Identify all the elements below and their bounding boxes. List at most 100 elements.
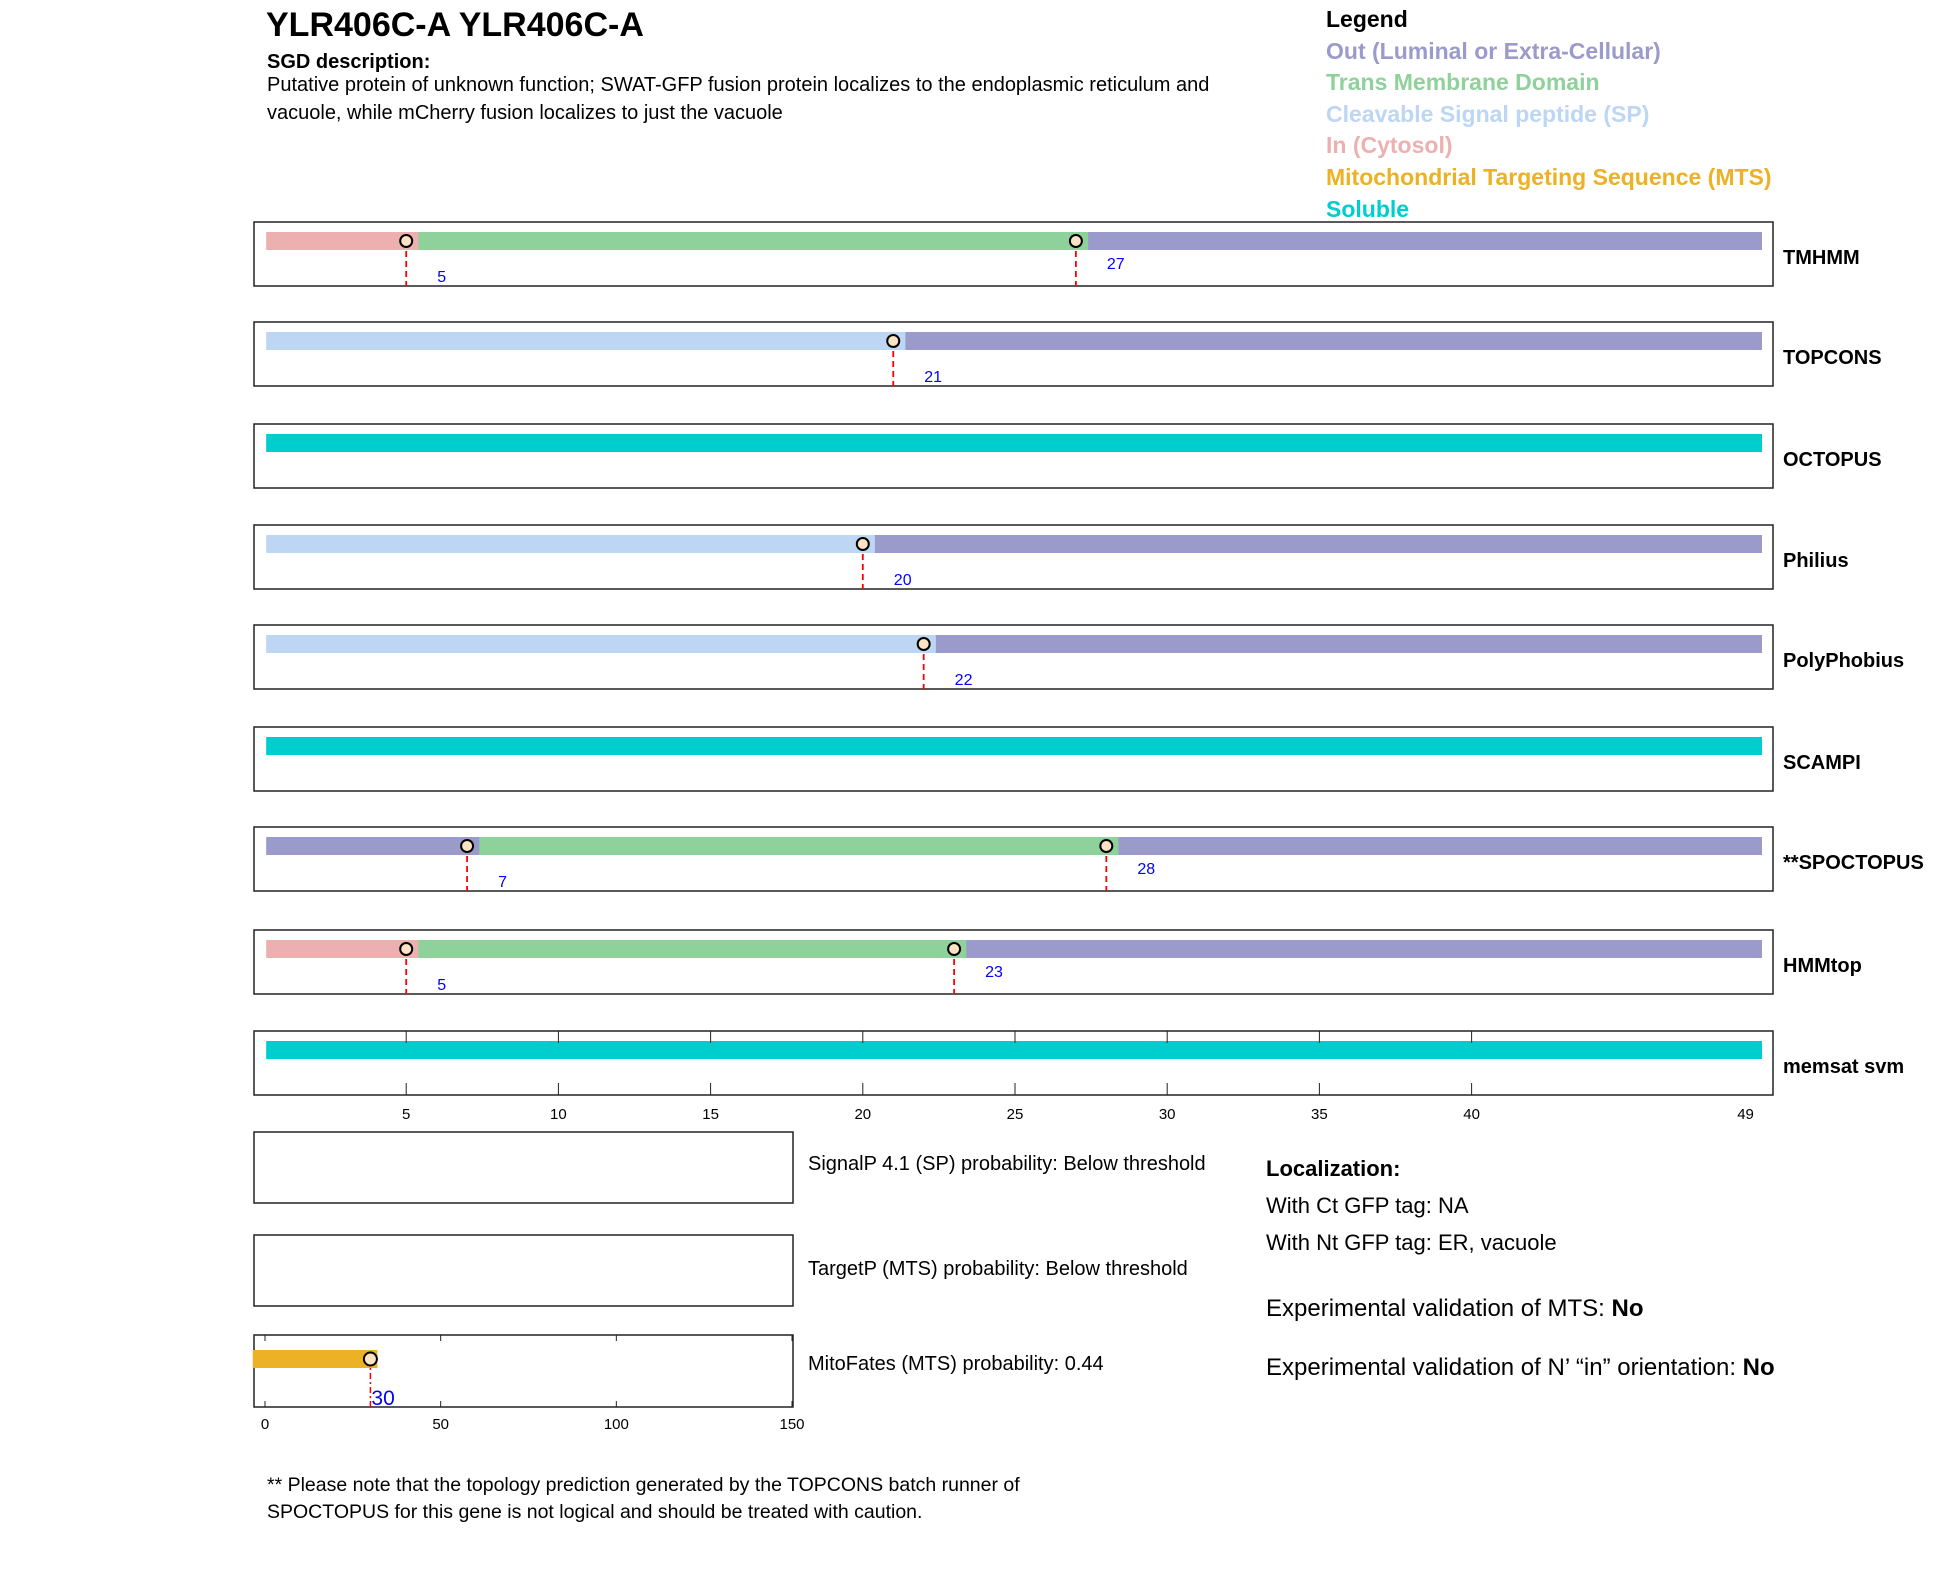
footnote-line1: ** Please note that the topology predict… [267,1474,1020,1496]
track-box [253,1030,1774,1096]
axis-tick-label: 20 [854,1106,871,1123]
segment-sp [266,535,880,553]
legend-item-sp: Cleavable Signal peptide (SP) [1326,100,1650,127]
track-name: SCAMPI [1783,752,1861,774]
track-box [253,321,1774,387]
segment-soluble [266,434,1762,452]
boundary-marker [947,942,962,956]
segment-out [874,535,1762,553]
boundary-label: 5 [437,977,446,994]
segment-tm [479,837,1124,855]
boundary-marker [916,637,931,651]
mito-axis-label: 150 [779,1416,804,1433]
track-name: TOPCONS [1783,347,1882,369]
axis-tick-label: 10 [550,1106,567,1123]
boundary-marker [399,942,414,956]
boundary-marker [399,234,414,248]
localization-ct: With Ct GFP tag: NA [1266,1193,1469,1218]
segment-out [1118,837,1762,855]
track-box [253,929,1774,995]
track-name: PolyPhobius [1783,650,1904,672]
segment-out [266,837,484,855]
segment-soluble [266,1041,1762,1059]
boundary-marker [855,537,870,551]
sgd-description: Putative protein of unknown function; SW… [267,74,1210,124]
boundary-label: 21 [924,369,942,386]
boundary-label: 23 [985,964,1003,981]
mts-segment [252,1350,378,1368]
boundary-marker [1099,839,1114,853]
track-box [253,826,1774,892]
boundary-label: 28 [1137,861,1155,878]
legend-item-soluble: Soluble [1326,195,1410,222]
track-name: memsat svm [1783,1056,1904,1078]
boundary-label: 7 [498,874,507,891]
segment-out [905,332,1762,350]
axis-tick-label: 5 [402,1106,410,1123]
track-box [253,624,1774,690]
axis-tick-label: 25 [1007,1106,1024,1123]
track-box [253,726,1774,792]
page-title: YLR406C-A YLR406C-A [266,6,644,44]
axis-tick-label: 49 [1737,1106,1754,1123]
exp-nin: Experimental validation of N’ “in” orien… [1266,1349,1775,1386]
segment-sp [266,635,941,653]
mito-axis-label: 100 [604,1416,629,1433]
legend-item-mts: Mitochondrial Targeting Sequence (MTS) [1326,163,1772,190]
track-name: HMMtop [1783,955,1862,977]
footnote-line2: SPOCTOPUS for this gene is not logical a… [267,1501,923,1523]
axis-tick-label: 35 [1311,1106,1328,1123]
predictor-box [253,1131,794,1204]
localization-heading: Localization: [1266,1156,1401,1181]
footnote: ** Please note that the topology predict… [267,1472,1020,1526]
legend-title: Legend [1326,6,1408,32]
track-name: OCTOPUS [1783,449,1882,471]
segment-out [1088,232,1762,250]
localization-nt: With Nt GFP tag: ER, vacuole [1266,1230,1557,1255]
exp-mts: Experimental validation of MTS: No [1266,1290,1775,1327]
axis-tick-label: 15 [702,1106,719,1123]
exp-mts-label: Experimental validation of MTS: [1266,1295,1612,1322]
targetp-text: TargetP (MTS) probability: Below thresho… [808,1258,1188,1280]
legend-item-out: Out (Luminal or Extra-Cellular) [1326,37,1661,64]
track-box [253,221,1774,287]
track-name: **SPOCTOPUS [1783,852,1924,874]
sgd-heading: SGD description: [267,51,431,73]
boundary-marker [886,334,901,348]
track-name: Philius [1783,550,1849,572]
segment-sp [266,332,910,350]
exp-mts-value: No [1611,1295,1644,1322]
segment-tm [418,232,1093,250]
segment-soluble [266,737,1762,755]
legend: Legend Out (Luminal or Extra-Cellular) T… [1326,4,1772,225]
mito-axis-label: 0 [261,1416,269,1433]
segment-in [266,232,423,250]
boundary-label: 5 [437,269,446,286]
localization: Localization: With Ct GFP tag: NA With N… [1266,1150,1775,1386]
mts-boundary-label: 30 [371,1387,394,1410]
exp-nin-label: Experimental validation of N’ “in” orien… [1266,1354,1743,1381]
legend-item-tm: Trans Membrane Domain [1326,69,1600,96]
mito-axis-label: 50 [432,1416,449,1433]
predictor-box [253,1334,794,1408]
axis-tick-label: 40 [1463,1106,1480,1123]
segment-out [935,635,1762,653]
track-box [253,524,1774,590]
segment-in [266,940,423,958]
axis-tick-label: 30 [1159,1106,1176,1123]
boundary-label: 27 [1107,256,1125,273]
segment-out [966,940,1762,958]
predictor-box [253,1234,794,1307]
boundary-label: 22 [955,672,973,689]
signalp-text: SignalP 4.1 (SP) probability: Below thre… [808,1153,1206,1175]
segment-tm [418,940,971,958]
mitofates-text: MitoFates (MTS) probability: 0.44 [808,1353,1104,1375]
boundary-marker [1068,234,1083,248]
legend-item-in: In (Cytosol) [1326,132,1453,159]
track-box [253,423,1774,489]
boundary-marker [460,839,475,853]
track-name: TMHMM [1783,247,1860,269]
exp-nin-value: No [1742,1354,1775,1381]
